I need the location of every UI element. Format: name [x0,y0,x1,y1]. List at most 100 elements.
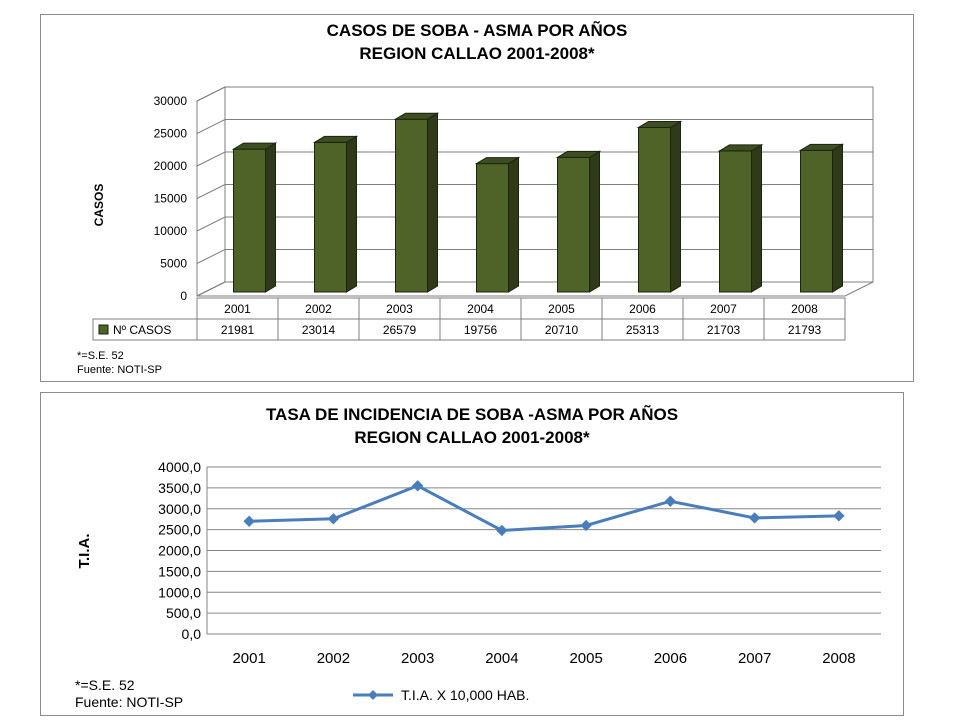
bar-front [476,163,509,293]
y-tick-label: 0,0 [182,626,202,642]
bar-side [265,142,276,293]
bar-2005 [555,150,602,293]
chart-title-line1: CASOS DE SOBA - ASMA POR AÑOS [327,20,628,40]
bar-front [233,148,266,293]
bar-side [427,112,438,293]
table-value: 21703 [707,323,741,337]
y-tick-label: 15000 [154,192,188,206]
bar-chart-svg: CASOS DE SOBA - ASMA POR AÑOS REGION CALL… [77,20,874,376]
bar-top [474,157,521,165]
bar-side [670,120,681,293]
bar-front [314,141,347,293]
y-axis-label: T.I.A. [76,533,93,568]
bar-2006 [636,120,683,293]
x-category-label: 2004 [485,650,518,667]
bar-top [393,112,440,120]
table-value-row [92,318,846,341]
table-value: 23014 [302,323,336,337]
bar-2004 [474,156,521,293]
y-tick-label: 25000 [154,127,188,141]
grid [196,86,874,297]
bar-top [312,135,359,143]
y-tick-label: 2500,0 [158,522,201,538]
y-tick-label: 10000 [154,224,188,238]
bar-front [557,156,590,293]
x-category-label: 2006 [629,302,656,316]
x-category-label: 2008 [822,650,855,667]
table-value: 21793 [788,323,822,337]
legend-swatch [98,324,109,335]
y-axis-label: CASOS [92,184,106,227]
bar-chart-panel: CASOS DE SOBA - ASMA POR AÑOS REGION CALL… [40,14,914,382]
source-note: Fuente: NOTI-SP [77,364,162,376]
data-point-2006 [664,495,677,507]
y-tick-label: 2000,0 [158,543,201,559]
source-note: Fuente: NOTI-SP [75,694,183,710]
bar-side [589,150,600,293]
bar-top [555,150,602,158]
chart-title-line2: REGION CALLAO 2001-2008* [359,44,595,63]
y-tick-label: 1000,0 [158,584,201,600]
y-tick-label: 30000 [154,94,188,108]
bar-2002 [312,135,359,293]
y-tick-label: 5000 [160,257,187,271]
x-category-label: 2006 [654,650,687,667]
x-category-label: 2008 [791,302,818,316]
line-chart-panel: TASA DE INCIDENCIA DE SOBA -ASMA POR AÑO… [40,392,904,716]
x-category-label: 2007 [710,302,737,316]
y-tick-label: 3000,0 [158,501,201,517]
data-point-2004 [496,524,508,537]
bar-front [719,150,752,293]
legend-label: Nº CASOS [113,323,171,337]
data-point-2007 [748,512,761,524]
y-tick-label: 20000 [154,159,188,173]
table-value: 19756 [464,323,498,337]
y-tick-label: 3500,0 [158,480,201,496]
x-category-label: 2003 [386,302,413,316]
bar-front [800,149,833,293]
bar-2007 [717,144,764,293]
x-category-label: 2001 [232,650,265,667]
x-category-label: 2007 [738,650,771,667]
data-point-2002 [327,513,340,525]
footnote: *=S.E. 52 [75,677,135,693]
x-category-label: 2003 [401,650,434,667]
bar-front [638,126,671,293]
x-category-label: 2005 [548,302,575,316]
data-point-2003 [411,480,424,492]
y-tick-label: 500,0 [166,605,201,621]
table-value: 26579 [383,323,417,337]
x-category-label: 2002 [305,302,332,316]
table-value: 21981 [221,323,255,337]
footnote: *=S.E. 52 [77,350,124,362]
bar-top [798,143,845,151]
bar-front [395,118,428,293]
gridline [196,86,873,102]
bar-side [508,156,519,293]
line-chart-svg: TASA DE INCIDENCIA DE SOBA -ASMA POR AÑO… [75,404,881,710]
bar-side [832,143,843,293]
bar-2001 [231,142,278,293]
table-value: 25313 [626,323,660,337]
y-tick-label: 1500,0 [158,563,201,579]
x-category-label: 2001 [224,302,251,316]
y-tick-label: 4000,0 [158,459,201,475]
bar-top [231,142,278,150]
gridline [196,119,873,134]
bar-side [751,144,762,293]
data-point-2008 [833,510,845,522]
data-point-2001 [243,515,255,527]
chart-title-line1: TASA DE INCIDENCIA DE SOBA -ASMA POR AÑO… [266,404,678,424]
bar-2003 [393,112,440,293]
data-point-2005 [580,519,592,532]
chart-title-line2: REGION CALLAO 2001-2008* [354,428,590,447]
bar-top [717,144,764,152]
table-value: 20710 [545,323,579,337]
legend-marker [368,690,378,700]
series-line [249,484,839,532]
x-category-label: 2002 [317,650,350,667]
bar-top [636,120,683,128]
bar-side [346,135,357,293]
data-table: Nº CASOS 2001 21981 2002 23014 2003 26579 2004 1… [92,297,846,341]
bar-2008 [798,143,845,293]
